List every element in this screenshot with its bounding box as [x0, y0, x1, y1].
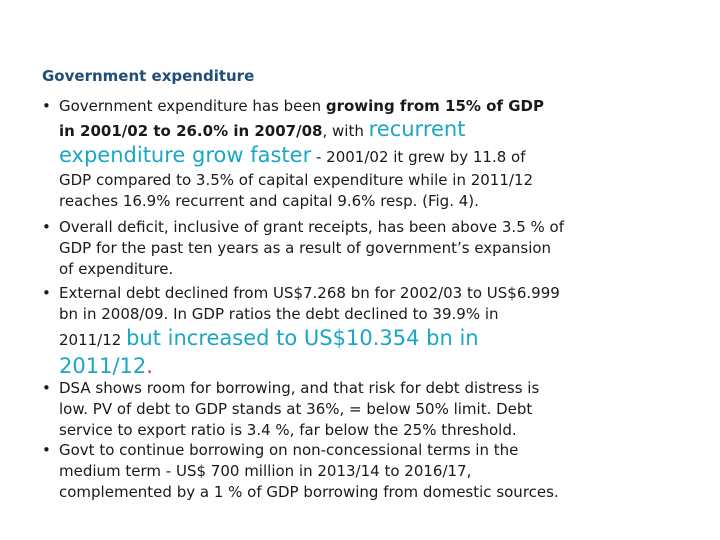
bullet-item-expenditure-growth: • Government expenditure has been growin… — [42, 96, 622, 212]
b1-line5: reaches 16.9% recurrent and capital 9.6%… — [59, 192, 479, 210]
slide-heading: Government expenditure — [42, 67, 255, 85]
b1-line2: in 2001/02 to 26.0% in 2007/08, with rec… — [59, 117, 466, 141]
bullet-item-overall-deficit: • Overall deficit, inclusive of grant re… — [42, 218, 564, 278]
b1-line3: expenditure grow faster - 2001/02 it gre… — [59, 143, 526, 167]
b1-line1: Government expenditure has been growing … — [59, 97, 544, 115]
b3-line3: 2011/12 but increased to US$10.354 bn in — [59, 326, 479, 350]
bullet-icon: • — [42, 441, 51, 459]
bullet-item-dsa: • DSA shows room for borrowing, and that… — [42, 379, 540, 439]
b3-line4: 2011/12. — [59, 354, 153, 378]
bullet-item-govt-borrowing: • Govt to continue borrowing on non-conc… — [42, 441, 559, 501]
bullet-icon: • — [42, 379, 51, 397]
bullet-item-external-debt: • External debt declined from US$7.268 b… — [42, 283, 622, 381]
bullet-icon: • — [42, 284, 51, 302]
bullet-icon: • — [42, 97, 51, 115]
bullet-icon: • — [42, 218, 51, 236]
b1-line4: GDP compared to 3.5% of capital expendit… — [59, 171, 534, 189]
